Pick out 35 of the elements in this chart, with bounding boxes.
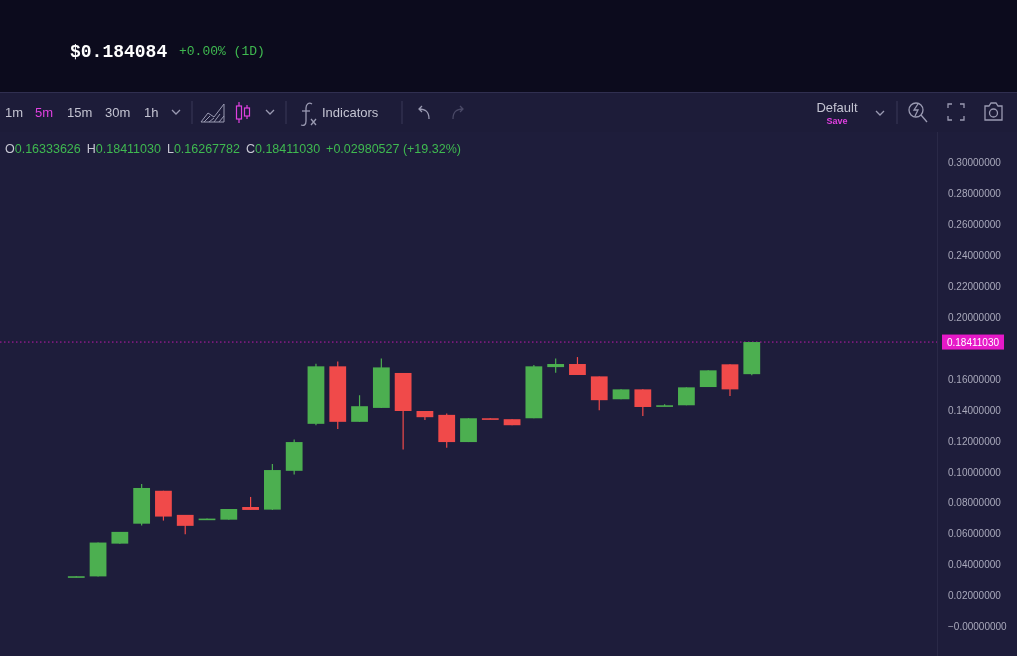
y-tick-label: 0.02000000 bbox=[948, 590, 1002, 602]
ref-line-label: 0.18411030 bbox=[946, 336, 1000, 348]
y-tick-label: 0.26000000 bbox=[948, 219, 1002, 231]
text: 30m bbox=[105, 105, 131, 120]
y-tick-label: 0.24000000 bbox=[948, 250, 1002, 262]
annotation: H bbox=[86, 142, 96, 156]
text: 15m bbox=[67, 105, 93, 120]
y-tick-label: −0.00000000 bbox=[948, 621, 1008, 633]
text: Indicators bbox=[322, 105, 379, 120]
y-tick-label: 0.16000000 bbox=[948, 373, 1002, 385]
y-tick-label: 0.12000000 bbox=[948, 435, 1002, 447]
annotation: L bbox=[166, 142, 174, 156]
y-tick-label: 0.06000000 bbox=[948, 528, 1002, 540]
annotation: 0.16267782 bbox=[173, 142, 240, 156]
annotation: O bbox=[5, 142, 15, 156]
y-tick-label: 0.10000000 bbox=[948, 466, 1002, 478]
chart-subtitle: +0.00% (1D) bbox=[179, 44, 265, 59]
chart-title: $0.184084 bbox=[70, 42, 168, 62]
y-tick-label: 0.20000000 bbox=[948, 311, 1002, 323]
y-tick-label: 0.08000000 bbox=[948, 497, 1002, 509]
text: Save bbox=[826, 116, 848, 126]
text: 1h bbox=[144, 105, 159, 120]
y-tick-label: 0.30000000 bbox=[948, 157, 1002, 169]
text: 5m bbox=[35, 105, 54, 120]
text: 1m bbox=[5, 105, 24, 120]
y-tick-label: 0.28000000 bbox=[948, 188, 1002, 200]
annotation: 0.18411030 bbox=[254, 142, 321, 156]
annotation: 0.16333626 bbox=[14, 142, 81, 156]
annotation: 0.18411030 bbox=[95, 142, 161, 156]
y-tick-label: 0.22000000 bbox=[948, 281, 1002, 293]
annotation: C bbox=[245, 142, 255, 156]
y-tick-label: 0.14000000 bbox=[948, 404, 1002, 416]
text: Default bbox=[816, 100, 858, 115]
y-tick-label: 0.04000000 bbox=[948, 559, 1002, 571]
annotation: +0.02980527 (+19.32%) bbox=[326, 142, 461, 156]
